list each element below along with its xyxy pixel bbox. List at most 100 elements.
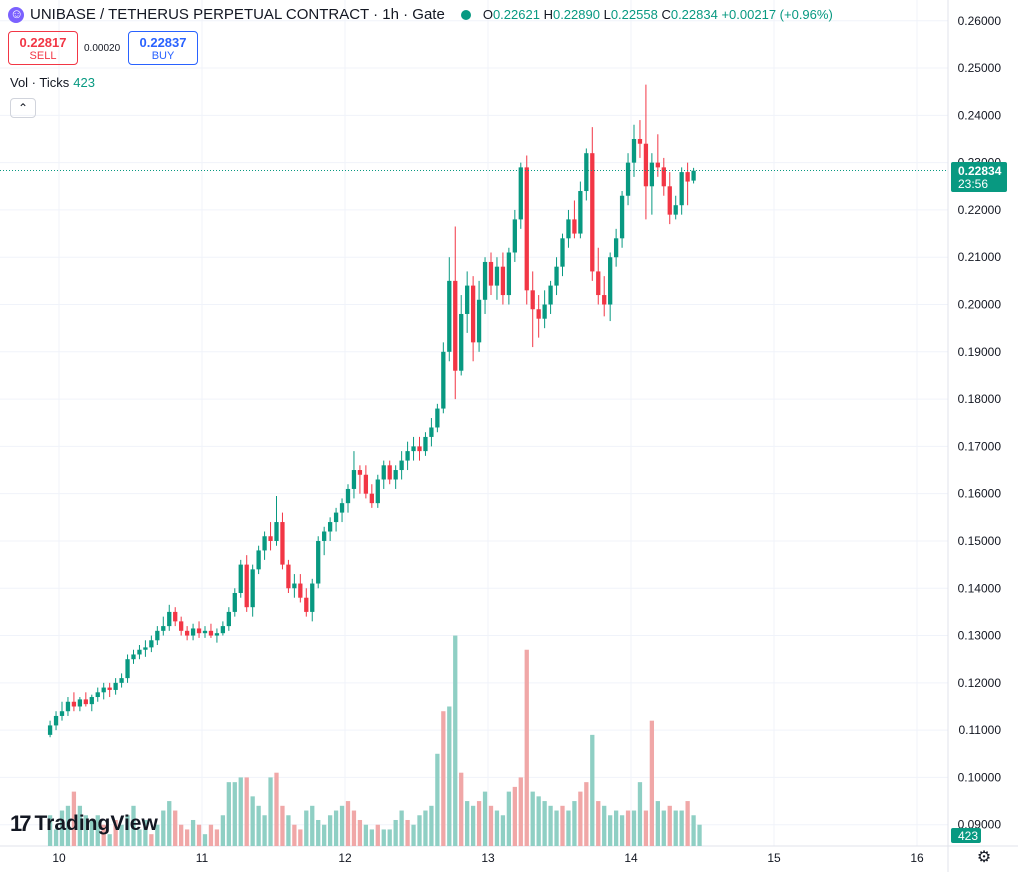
y-tick-label: 0.10000 — [958, 770, 1002, 784]
x-tick-label: 13 — [481, 851, 495, 865]
volume-bar — [453, 635, 458, 846]
candle-body — [602, 295, 607, 305]
volume-bar — [608, 815, 613, 846]
candle — [65, 697, 71, 716]
volume-bar — [417, 815, 422, 846]
candle — [149, 635, 154, 653]
candle — [179, 616, 184, 636]
candle-body — [369, 493, 374, 504]
candle-body — [530, 290, 535, 310]
candle-body — [661, 167, 666, 187]
candle-body — [149, 640, 154, 648]
candle-body — [608, 257, 613, 305]
volume-bar — [548, 805, 553, 846]
candle-body — [441, 351, 446, 409]
volume-bar — [316, 819, 321, 846]
tradingview-logo[interactable]: 17 TradingView — [10, 811, 158, 837]
y-tick-label: 0.25000 — [958, 61, 1002, 75]
candle-body — [292, 583, 297, 589]
volume-indicator-legend[interactable]: Vol · Ticks 423 — [10, 75, 95, 90]
candle — [333, 507, 339, 532]
volume-bar — [470, 805, 476, 846]
sell-price: 0.22817 — [19, 35, 67, 50]
candle — [393, 465, 398, 489]
symbol-title[interactable]: UNIBASE / TETHERUS PERPETUAL CONTRACT · … — [30, 6, 445, 23]
candle-body — [637, 138, 643, 144]
candle — [542, 290, 547, 329]
candle — [494, 257, 500, 300]
buy-button[interactable]: 0.22837 BUY — [128, 31, 198, 65]
collapse-legend-button[interactable]: ⌃ — [10, 98, 36, 118]
candle-body — [125, 659, 130, 679]
volume-bar — [208, 824, 214, 846]
gear-icon[interactable]: ⚙ — [976, 849, 992, 866]
candle — [232, 588, 237, 617]
candle — [268, 522, 273, 551]
candle-body — [566, 219, 571, 239]
candle — [435, 403, 440, 433]
candle-body — [71, 701, 77, 707]
y-tick-label: 0.12000 — [958, 676, 1002, 690]
candle-body — [47, 725, 53, 735]
candle-body — [256, 550, 261, 570]
candle — [661, 157, 666, 196]
volume-bar — [566, 810, 571, 846]
candle — [613, 228, 619, 267]
candle-body — [512, 219, 517, 253]
candle — [655, 134, 660, 177]
volume-bar — [155, 824, 160, 846]
volume-bar — [304, 810, 309, 846]
candle — [184, 626, 190, 641]
candle — [119, 673, 124, 688]
tradingview-mark-icon: 17 — [10, 811, 32, 836]
candle — [459, 295, 464, 376]
volume-bar — [560, 805, 565, 846]
candle — [465, 271, 470, 333]
candle — [673, 195, 678, 220]
candle — [262, 531, 267, 560]
volume-bar — [149, 834, 154, 846]
candle-body — [399, 460, 404, 471]
candle — [292, 574, 297, 598]
volume-bar — [95, 815, 100, 846]
volume-bar — [161, 810, 166, 846]
volume-bar — [59, 810, 65, 846]
candle — [327, 517, 333, 541]
volume-bar — [393, 819, 398, 846]
candle-body — [506, 252, 512, 296]
volume-bar — [179, 824, 184, 846]
y-tick-label: 0.21000 — [958, 250, 1002, 264]
candle-body — [208, 630, 214, 636]
candle-body — [429, 427, 434, 437]
candle — [667, 172, 672, 225]
candle — [387, 460, 392, 485]
candle-body — [65, 701, 71, 712]
volume-bar — [173, 810, 178, 846]
candle — [95, 687, 100, 702]
candle — [500, 252, 506, 305]
last-price-tag-bg — [951, 162, 1007, 192]
volume-bar — [351, 810, 357, 846]
candle-body — [524, 167, 529, 291]
y-tick-label: 0.19000 — [958, 345, 1002, 359]
volume-bar — [232, 782, 237, 846]
candle — [250, 564, 255, 617]
candle — [429, 418, 434, 447]
spread-value: 0.00020 — [84, 43, 121, 54]
candle-body — [77, 699, 83, 707]
candle-body — [280, 522, 285, 565]
open-label: O — [482, 7, 493, 22]
volume-bar — [465, 801, 470, 846]
volume-bar — [167, 801, 172, 846]
low-label: L — [603, 7, 611, 22]
candle-body — [113, 682, 118, 690]
sell-button[interactable]: 0.22817 SELL — [8, 31, 78, 65]
candle-body — [596, 271, 601, 296]
volume-bar — [369, 829, 374, 846]
candle-body — [667, 186, 672, 215]
candle — [286, 559, 291, 593]
volume-bar — [399, 810, 404, 846]
volume-bar — [357, 819, 363, 846]
volume-bar — [637, 782, 643, 846]
